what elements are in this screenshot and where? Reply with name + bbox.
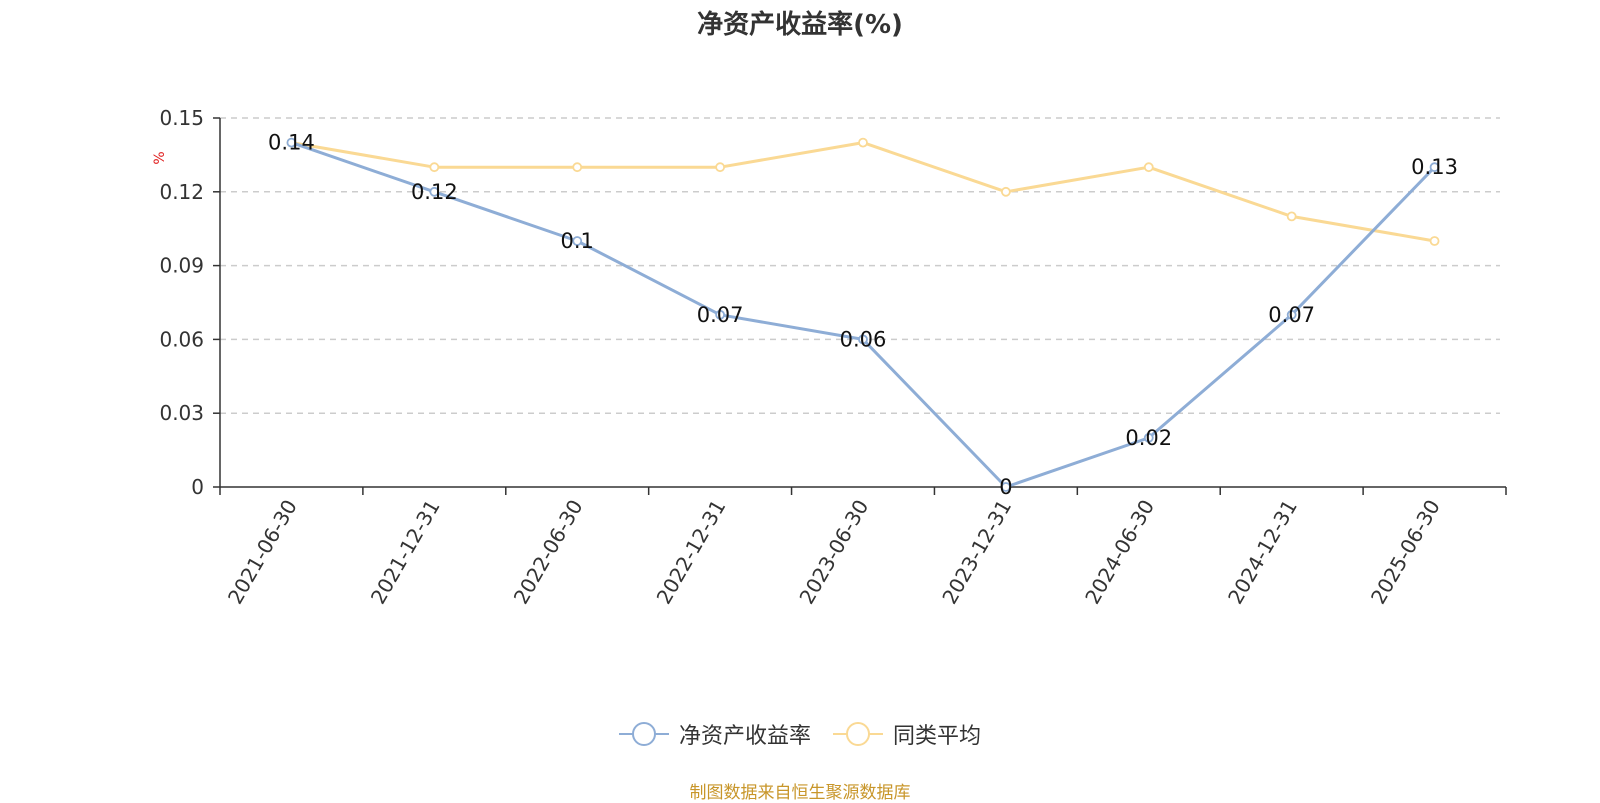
series-1-point-2 <box>572 162 583 173</box>
y-tick-label-0: 0 <box>191 475 204 499</box>
series-1-point-4 <box>858 137 868 148</box>
data-label-8: 0.13 <box>1411 155 1458 179</box>
y-tick-label-2: 0.06 <box>159 327 204 351</box>
legend: 净资产收益率 同类平均 <box>0 718 1600 750</box>
y-tick-label-3: 0.09 <box>159 254 204 278</box>
x-tick-label-3: 2022-12-31 <box>652 496 731 609</box>
chart-title: 净资产收益率(%) <box>697 10 903 40</box>
series-1-point-8 <box>1429 236 1440 246</box>
series-0-point-0 <box>286 137 297 148</box>
x-tick-label-4: 2023-06-30 <box>794 496 873 609</box>
series-1-point-7 <box>1286 211 1297 222</box>
series-0-point-3 <box>715 309 726 320</box>
legend-swatch-roe <box>618 722 669 746</box>
x-tick-label-0: 2021-06-30 <box>223 496 302 609</box>
legend-item-roe[interactable]: 净资产收益率 <box>618 718 811 750</box>
legend-label-peer-average: 同类平均 <box>893 724 982 749</box>
series-1-point-1 <box>429 162 440 173</box>
legend-label-roe: 净资产收益率 <box>678 724 811 749</box>
y-tick-label-1: 0.03 <box>159 401 204 425</box>
data-label-7: 0.07 <box>1268 303 1315 327</box>
data-labels: 0.14 0.12 0.1 0.07 0.06 0 0.02 0.07 0.13 <box>268 131 1458 499</box>
series-line-0 <box>290 141 1436 489</box>
data-label-6: 0.02 <box>1125 426 1172 450</box>
axes: 0 0.03 0.06 0.09 0.12 0.15% 2021-06-30 2021-12-… <box>152 106 1507 609</box>
data-label-3: 0.07 <box>697 303 744 327</box>
data-source-note: 制图数据来自恒生聚源数据库 <box>689 783 911 803</box>
x-tick-label-2: 2022-06-30 <box>509 496 588 609</box>
data-label-2: 0.1 <box>561 229 594 253</box>
series-1-point-5 <box>1000 186 1011 197</box>
data-label-0: 0.14 <box>268 131 315 155</box>
x-tick-label-6: 2024-06-30 <box>1080 496 1159 609</box>
legend-item-peer-average[interactable]: 同类平均 <box>833 718 981 750</box>
data-label-1: 0.12 <box>411 180 458 204</box>
y-axis-unit: % <box>152 151 168 164</box>
x-tick-label-5: 2023-12-31 <box>937 496 1016 609</box>
series-0-point-8 <box>1429 162 1440 173</box>
legend-swatch-peer-average <box>833 722 883 746</box>
x-tick-label-1: 2021-12-31 <box>366 496 445 609</box>
y-tick-label-5: 0.15 <box>159 106 204 130</box>
data-label-5: 0 <box>999 475 1012 499</box>
series-0-point-1 <box>429 186 440 197</box>
series-1-point-3 <box>715 162 726 173</box>
x-tick-label-8: 2025-06-30 <box>1366 496 1445 609</box>
x-tick-label-7: 2024-12-31 <box>1223 496 1302 609</box>
series-0-point-4 <box>858 334 868 345</box>
series-0-point-2 <box>572 236 583 246</box>
series-1-point-6 <box>1143 162 1154 173</box>
series-0-point-7 <box>1286 309 1297 320</box>
series-layer <box>286 137 1440 492</box>
data-label-4: 0.06 <box>840 327 887 351</box>
series-0-point-5 <box>1000 482 1011 492</box>
series-0-point-6 <box>1143 432 1154 443</box>
y-tick-label-4: 0.12 <box>159 180 204 204</box>
